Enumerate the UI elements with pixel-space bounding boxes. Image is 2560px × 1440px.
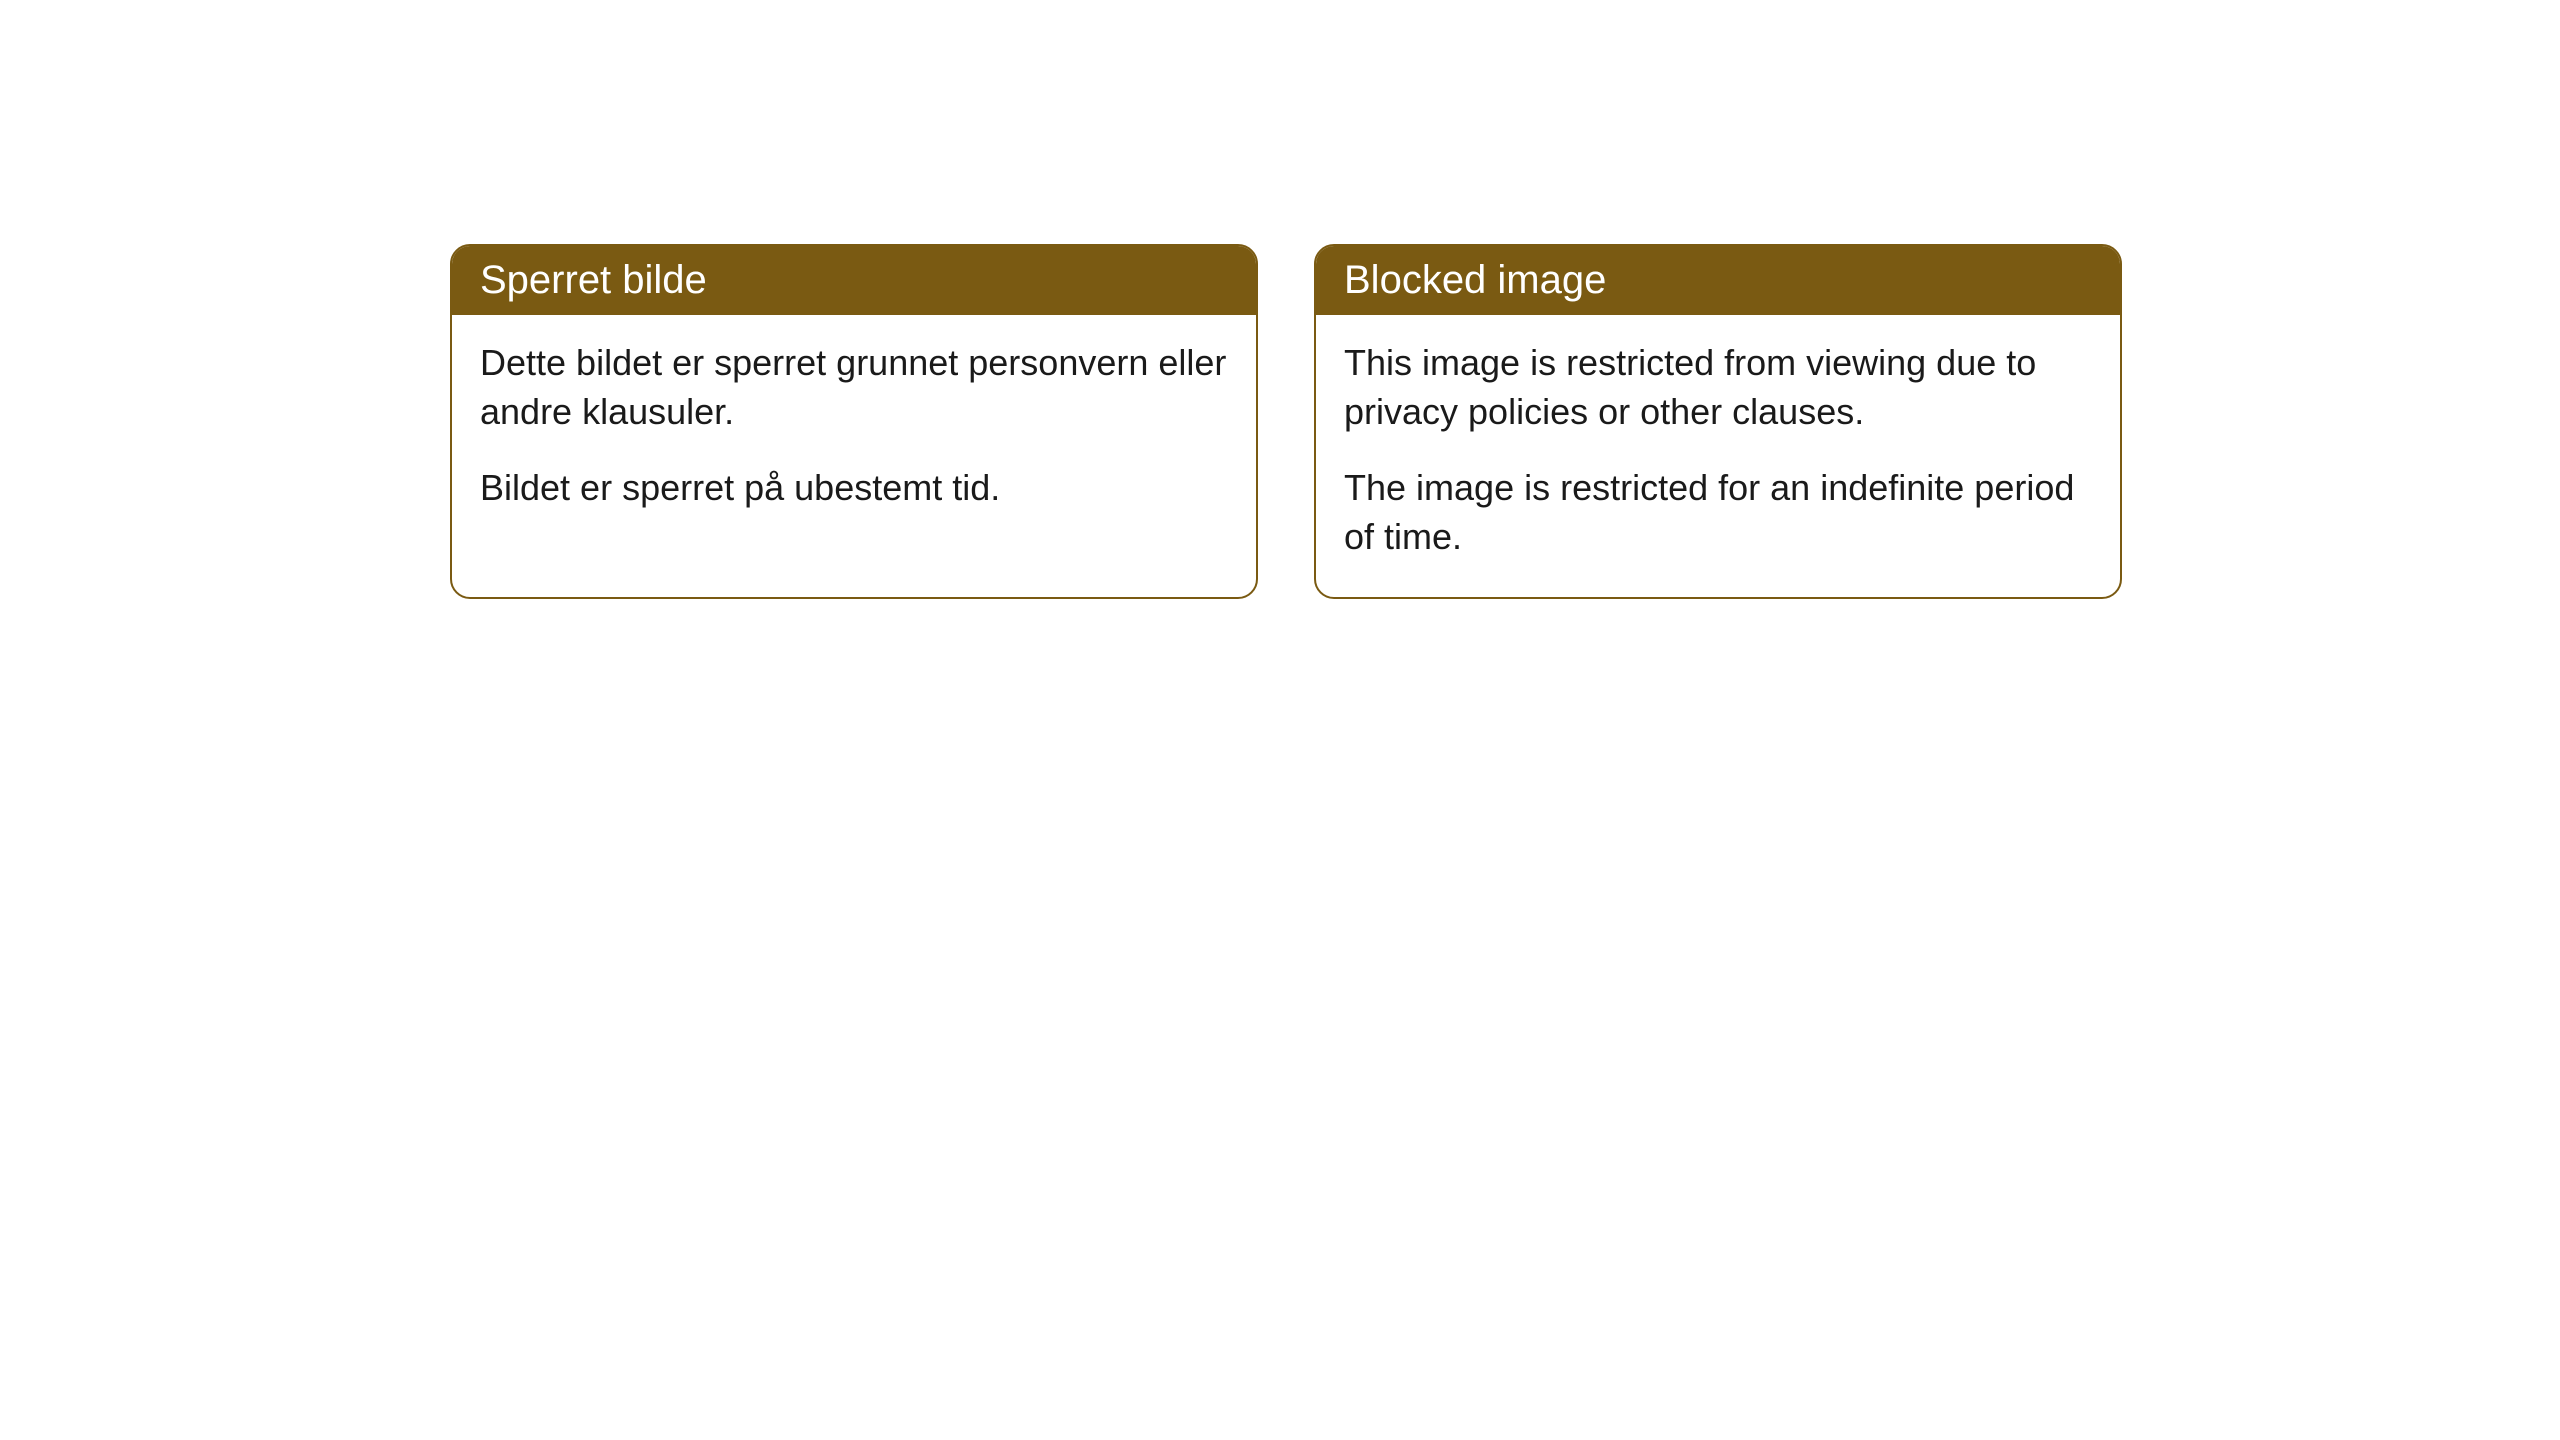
card-paragraph: Dette bildet er sperret grunnet personve… — [480, 339, 1228, 436]
card-paragraph: Bildet er sperret på ubestemt tid. — [480, 464, 1228, 513]
blocked-image-card-en: Blocked image This image is restricted f… — [1314, 244, 2122, 599]
card-body: This image is restricted from viewing du… — [1316, 315, 2120, 597]
card-paragraph: The image is restricted for an indefinit… — [1344, 464, 2092, 561]
card-body: Dette bildet er sperret grunnet personve… — [452, 315, 1256, 549]
card-title: Sperret bilde — [452, 246, 1256, 315]
card-paragraph: This image is restricted from viewing du… — [1344, 339, 2092, 436]
blocked-image-card-no: Sperret bilde Dette bildet er sperret gr… — [450, 244, 1258, 599]
notice-container: Sperret bilde Dette bildet er sperret gr… — [0, 0, 2560, 599]
card-title: Blocked image — [1316, 246, 2120, 315]
